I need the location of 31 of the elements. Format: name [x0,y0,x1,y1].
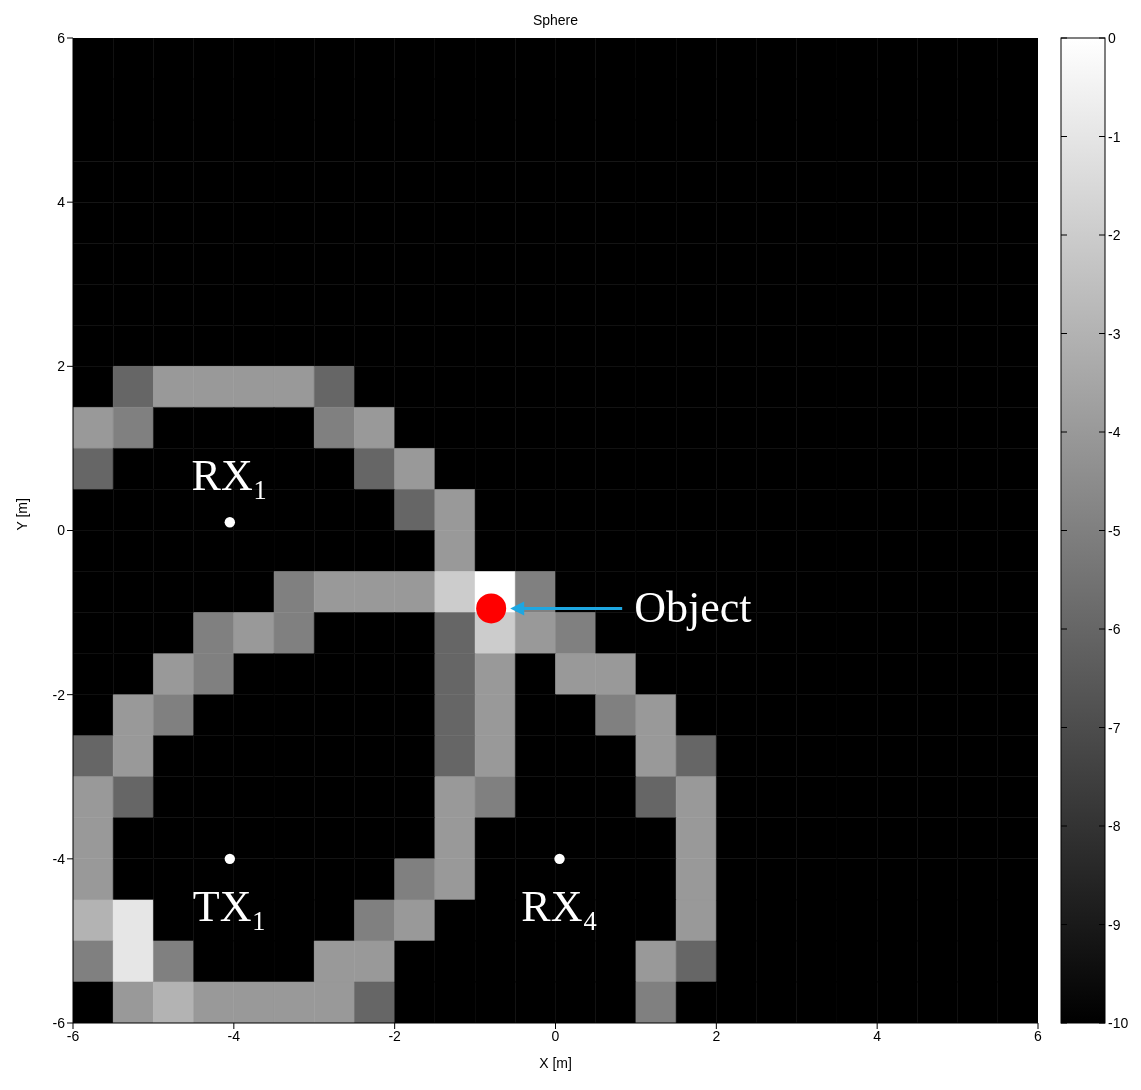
color-bar-label: -3 [1108,325,1121,342]
color-bar-label: -4 [1108,424,1121,440]
x-axis-title: X [m] [539,1055,572,1071]
x-tick-label: 4 [873,1027,882,1044]
series-label: TX₁ [192,881,267,931]
color-bar-label: -2 [1108,227,1121,243]
y-tick-label: -4 [52,850,66,867]
x-tick-label: 2 [712,1027,721,1044]
color-bar-label: -10 [1108,1015,1129,1031]
color-bar-label: 0 [1108,30,1116,46]
x-tick-label: 0 [551,1027,560,1044]
color-bar-label: -7 [1108,719,1121,736]
y-tick-label: -2 [52,686,66,703]
x-tick-label: -4 [227,1027,241,1044]
chart-title: Sphere [531,12,580,28]
color-bar-label: -1 [1108,128,1121,145]
y-tick-label: 6 [57,29,66,46]
y-tick-label: 2 [57,358,66,375]
y-tick-label: -6 [52,1014,66,1031]
series-label: RX₁ [191,451,269,501]
y-axis-title: Y [m] [13,498,30,531]
series-label: RX₄ [521,881,598,931]
color-bar-label: -5 [1108,522,1121,539]
color-bar-label: -8 [1108,818,1121,834]
x-tick-label: -2 [388,1027,402,1044]
y-tick-label: 4 [57,194,66,211]
color-bar-label: -6 [1108,621,1121,637]
x-tick-label: 6 [1034,1027,1043,1044]
text: Object [634,583,752,633]
y-tick-label: 0 [57,522,66,539]
color-bar-label: -9 [1108,916,1121,933]
